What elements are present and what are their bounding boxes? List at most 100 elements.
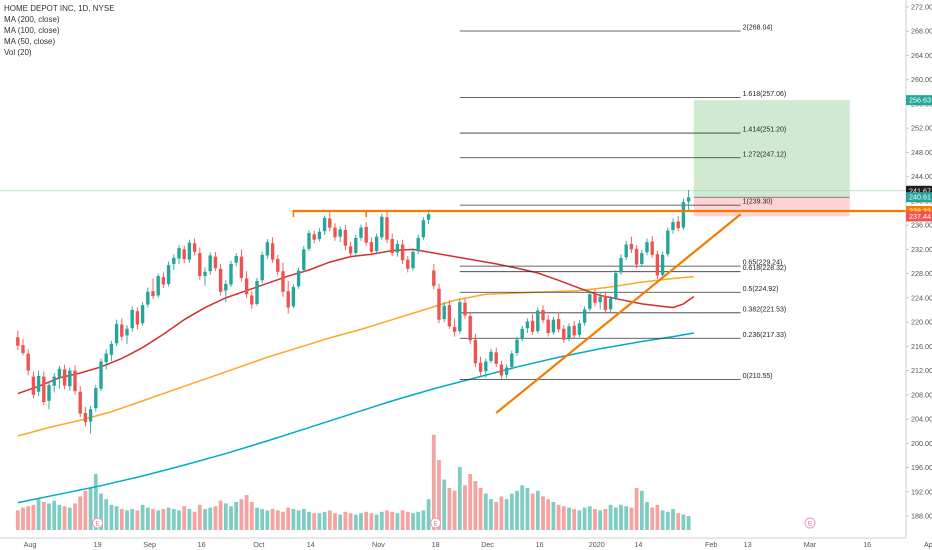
volume-bar bbox=[390, 511, 395, 530]
price-axis-label: 224.00 bbox=[911, 293, 932, 302]
volume-bar bbox=[130, 509, 135, 530]
candle-body bbox=[546, 319, 550, 334]
support-trendline bbox=[495, 213, 742, 414]
candle-body bbox=[676, 221, 680, 229]
symbol-title[interactable]: HOME DEPOT INC, 1D, NYSE bbox=[4, 4, 115, 13]
fibonacci-layer: 2(268.04) 1.618(257.06) 1.414(251.20) 1.272… bbox=[459, 24, 787, 380]
candle-body bbox=[218, 268, 223, 292]
candle-body bbox=[322, 217, 327, 232]
volume-bar bbox=[249, 502, 254, 530]
volume-bar bbox=[312, 513, 317, 530]
volume-bar bbox=[431, 434, 436, 530]
candle-body bbox=[593, 293, 597, 303]
candle-body bbox=[458, 302, 462, 332]
candle-body bbox=[380, 216, 384, 238]
volume-bar bbox=[270, 509, 275, 530]
fib-level-label: 0.618(228.32) bbox=[743, 265, 787, 272]
candle-body bbox=[686, 197, 691, 202]
time-axis-label: 2020 bbox=[589, 540, 605, 549]
volume-bar bbox=[535, 490, 540, 530]
volume-bar bbox=[291, 509, 296, 530]
candle-body bbox=[499, 364, 504, 376]
candle-body bbox=[416, 237, 420, 252]
candle-body bbox=[26, 353, 30, 371]
price-axis-label: 200.00 bbox=[911, 439, 932, 448]
volume-bar bbox=[78, 496, 83, 530]
volume-bar bbox=[203, 509, 207, 530]
volume-bar bbox=[296, 510, 301, 530]
volume-bar bbox=[567, 507, 571, 530]
candle-body bbox=[489, 351, 493, 361]
candle-body bbox=[198, 253, 202, 277]
volume-bar bbox=[343, 511, 348, 530]
volume-bar bbox=[655, 504, 660, 530]
candle-body bbox=[135, 311, 140, 325]
candle-body bbox=[21, 345, 25, 353]
candle-body bbox=[151, 291, 155, 297]
fib-level-label: 2(268.04) bbox=[743, 24, 773, 31]
volume-bar bbox=[499, 496, 504, 530]
candle-body bbox=[556, 319, 561, 330]
volume-bar bbox=[286, 507, 291, 530]
volume-bar bbox=[109, 504, 114, 530]
volume-bar bbox=[582, 507, 587, 530]
volume-bar bbox=[608, 504, 613, 530]
time-axis-label: Mar bbox=[804, 540, 817, 549]
candle-body bbox=[598, 296, 602, 303]
volume-bar bbox=[645, 502, 649, 530]
volume-bar bbox=[52, 500, 57, 530]
volume-bar bbox=[255, 507, 259, 530]
volume-bar bbox=[619, 504, 623, 530]
volume-bar bbox=[187, 509, 192, 530]
time-axis-label: Feb bbox=[705, 540, 717, 549]
candle-body bbox=[187, 242, 192, 260]
candle-body bbox=[31, 376, 36, 395]
volume-bar bbox=[463, 485, 467, 530]
time-axis-label: Apr bbox=[924, 540, 932, 549]
candle-body bbox=[343, 229, 348, 246]
price-axis-label: 244.00 bbox=[911, 172, 932, 181]
candle-body bbox=[270, 243, 275, 260]
volume-bar bbox=[483, 493, 488, 530]
volume-bar bbox=[260, 509, 265, 530]
legend-volume[interactable]: Vol (20) bbox=[4, 48, 32, 57]
candle-body bbox=[432, 270, 436, 286]
candle-body bbox=[333, 227, 337, 238]
volume-bar bbox=[333, 513, 337, 530]
price-axis-label: 196.00 bbox=[911, 463, 932, 472]
volume-bar bbox=[525, 488, 530, 530]
candle-body bbox=[572, 325, 576, 336]
candle-body bbox=[525, 321, 530, 329]
candle-body bbox=[182, 249, 186, 260]
candle-body bbox=[421, 220, 426, 238]
candle-body bbox=[437, 288, 441, 320]
candle-body bbox=[530, 320, 535, 332]
fib-level-label: 0.5(224.92) bbox=[743, 286, 779, 293]
volume-bar bbox=[515, 490, 519, 530]
volume-bar bbox=[624, 506, 629, 530]
candle-body bbox=[166, 265, 171, 284]
candle-body bbox=[468, 316, 472, 341]
volume-bar bbox=[317, 513, 322, 530]
volume-bar bbox=[613, 507, 618, 530]
candle-body bbox=[614, 273, 618, 298]
legend-ma200[interactable]: MA (200, close) bbox=[4, 15, 60, 24]
price-axis-label: 220.00 bbox=[911, 318, 932, 327]
time-axis-label: 14 bbox=[307, 540, 315, 549]
legend-ma50[interactable]: MA (50, close) bbox=[4, 37, 56, 46]
price-badge-label: 256.63 bbox=[909, 96, 931, 105]
volume-bar bbox=[218, 500, 223, 530]
price-axis-label: 216.00 bbox=[911, 342, 932, 351]
candle-body bbox=[588, 294, 592, 309]
volume-bar bbox=[57, 504, 62, 530]
volume-bar bbox=[182, 506, 187, 530]
volume-bar bbox=[145, 507, 150, 530]
volume-bar bbox=[36, 499, 41, 530]
legend-ma100[interactable]: MA (100, close) bbox=[4, 26, 60, 35]
volume-bar bbox=[301, 509, 306, 530]
volume-bar bbox=[140, 504, 145, 530]
volume-bar bbox=[119, 509, 124, 530]
price-badge-label: 238.33 bbox=[909, 207, 931, 216]
candle-body bbox=[234, 256, 238, 263]
